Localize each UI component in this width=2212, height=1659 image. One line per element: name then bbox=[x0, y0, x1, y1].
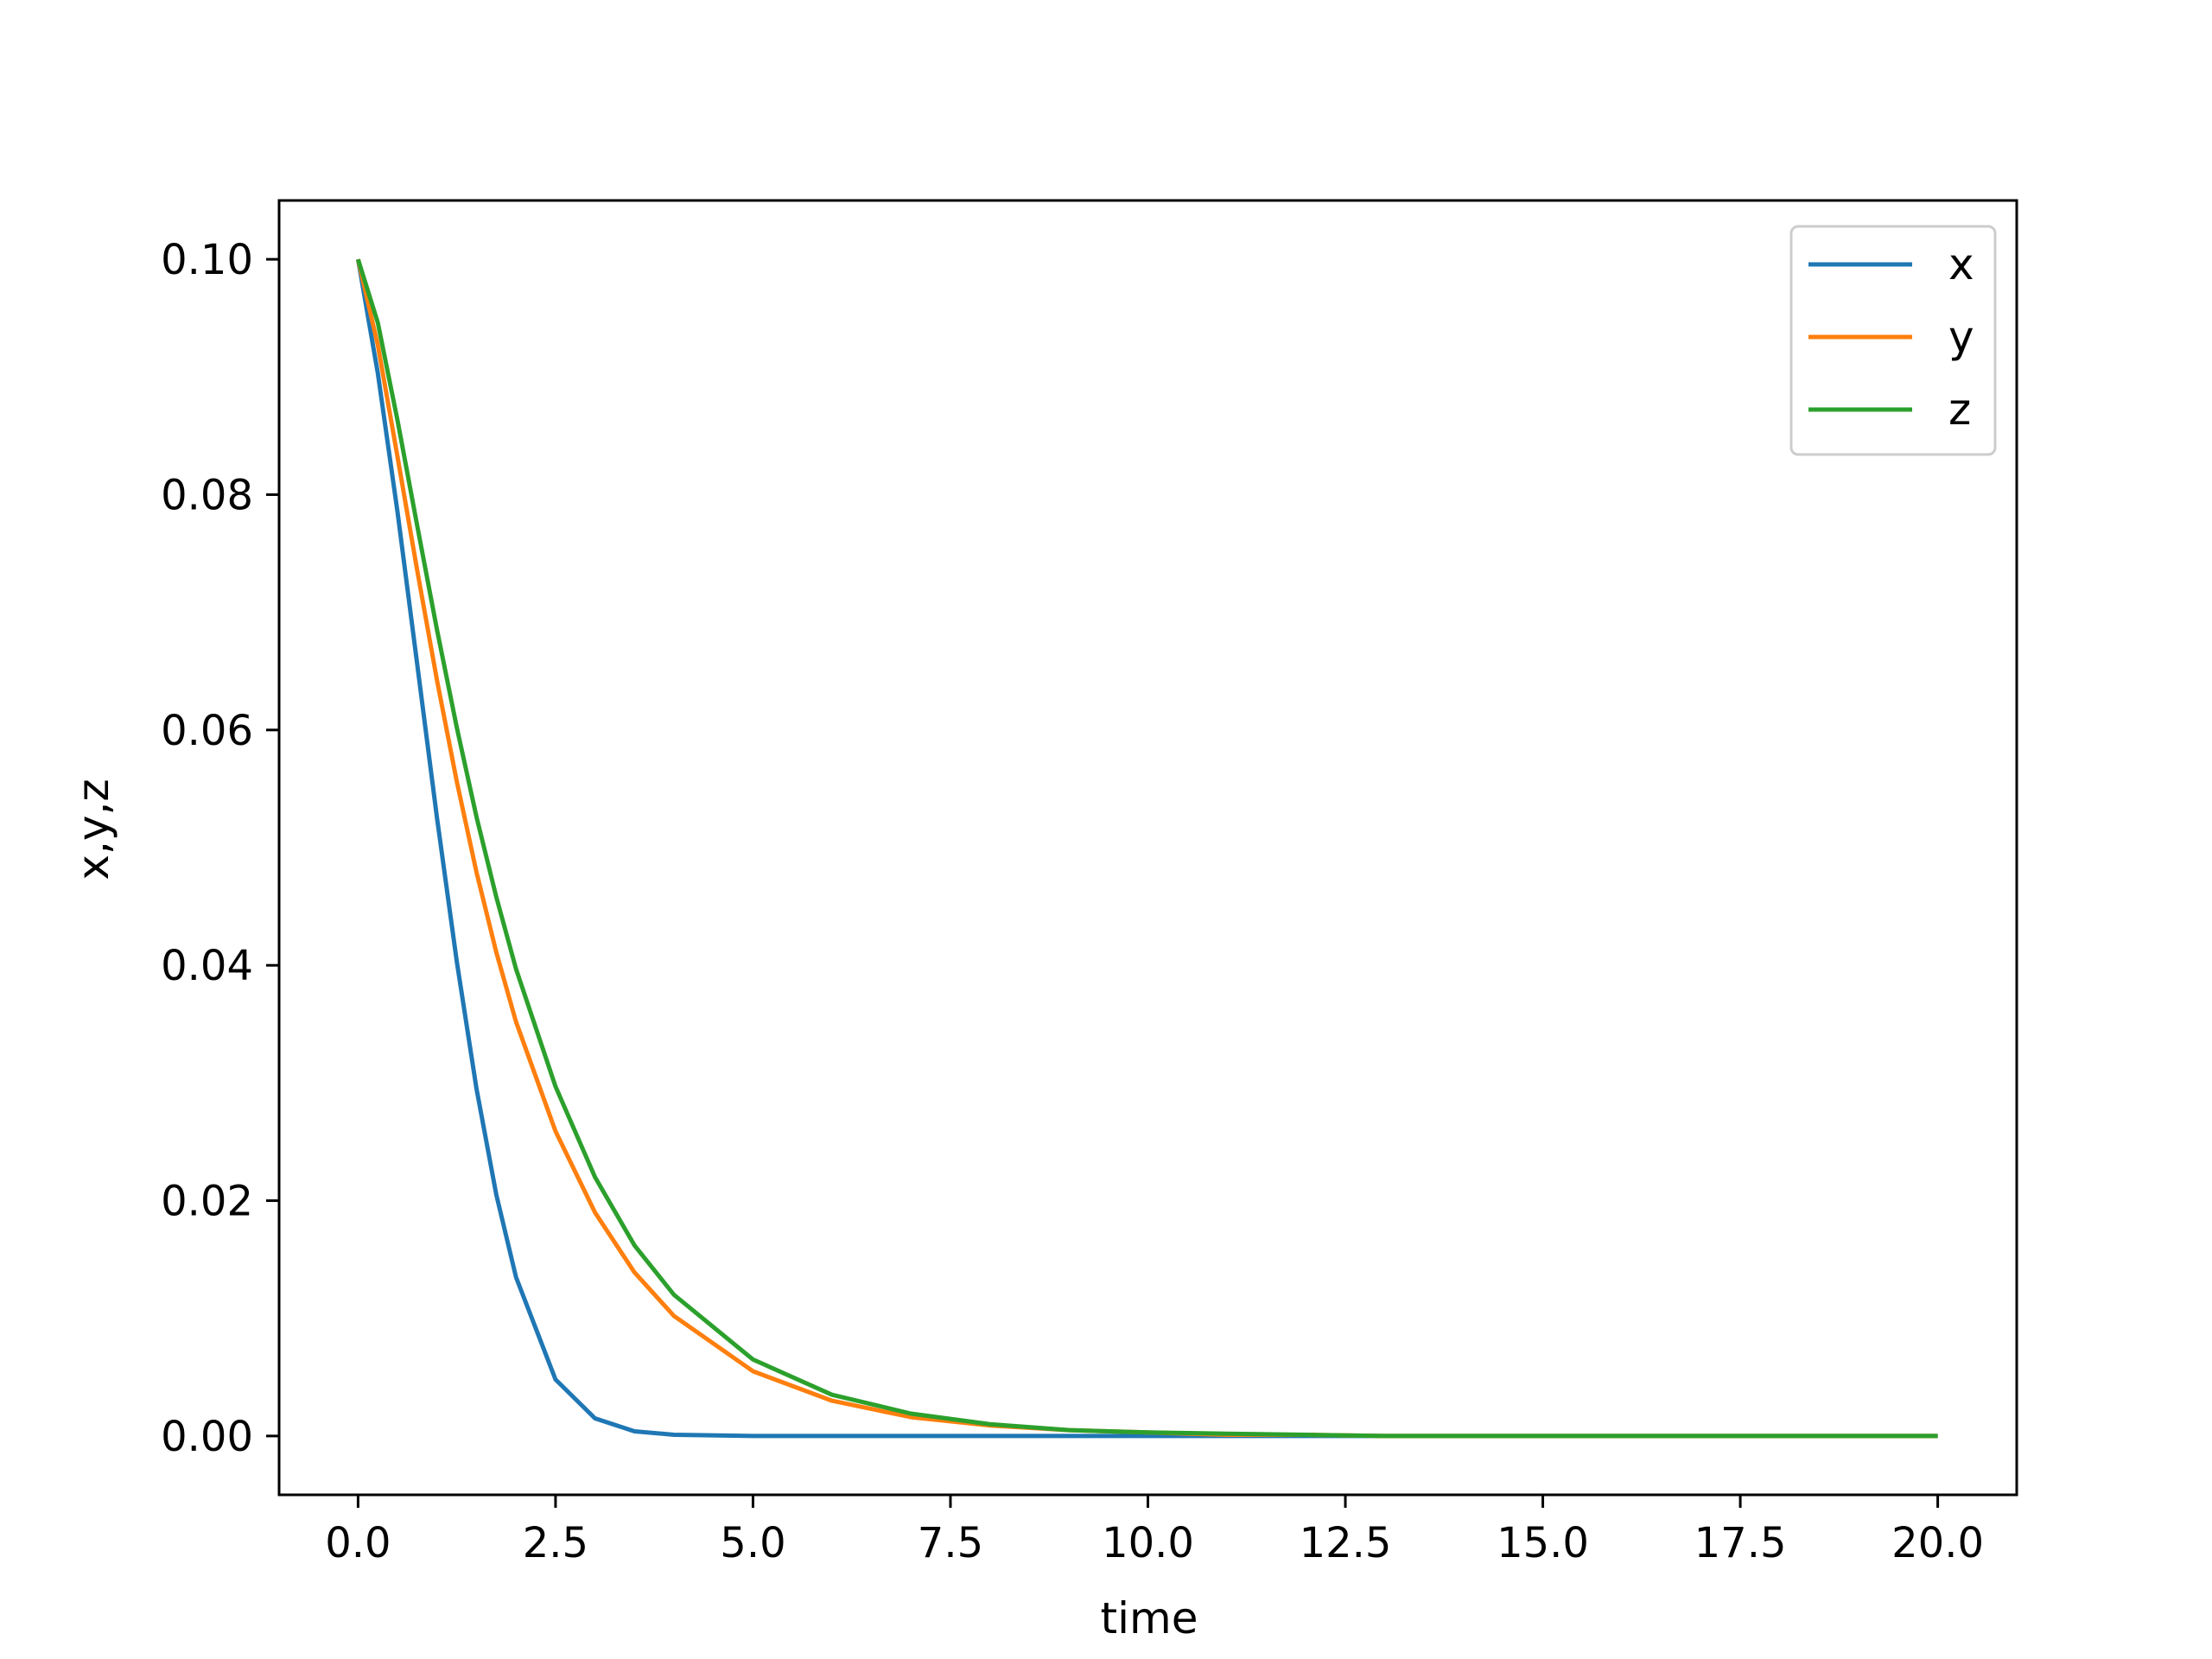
plot-area bbox=[277, 199, 2018, 1497]
y-axis-ticks: 0.00 0.02 0.04 0.06 0.08 0.10 bbox=[161, 236, 279, 1461]
legend-label-z: z bbox=[1948, 385, 1971, 435]
axes-background bbox=[279, 200, 2017, 1495]
x-tick-label: 10.0 bbox=[1102, 1519, 1194, 1567]
x-axis-label: time bbox=[1101, 1593, 1198, 1643]
y-axis-label: x,y,z bbox=[68, 779, 118, 880]
x-tick-label: 15.0 bbox=[1497, 1519, 1589, 1567]
legend-box bbox=[1789, 225, 1997, 456]
x-tick-label: 7.5 bbox=[918, 1519, 983, 1567]
x-tick-label: 2.5 bbox=[523, 1519, 588, 1567]
series-line-z bbox=[356, 258, 1938, 1439]
x-tick-label: 17.5 bbox=[1694, 1519, 1787, 1567]
y-tick-label: 0.10 bbox=[161, 236, 253, 284]
y-tick-label: 0.02 bbox=[161, 1178, 253, 1226]
y-tick-label: 0.06 bbox=[161, 707, 253, 755]
x-tick-label: 0.0 bbox=[325, 1519, 391, 1567]
x-tick-label: 5.0 bbox=[720, 1519, 785, 1567]
legend-label-y: y bbox=[1948, 312, 1974, 362]
y-tick-label: 0.04 bbox=[161, 942, 253, 990]
x-tick-label: 12.5 bbox=[1300, 1519, 1392, 1567]
x-tick-label: 20.0 bbox=[1891, 1519, 1984, 1567]
legend: xyz bbox=[1789, 225, 1997, 456]
legend-label-x: x bbox=[1948, 239, 1974, 289]
y-tick-label: 0.08 bbox=[161, 471, 253, 519]
x-axis-ticks: 0.0 2.5 5.0 7.5 10.0 12.5 15.0 17.5 20.0 bbox=[325, 1495, 1984, 1567]
y-tick-label: 0.00 bbox=[161, 1413, 253, 1461]
